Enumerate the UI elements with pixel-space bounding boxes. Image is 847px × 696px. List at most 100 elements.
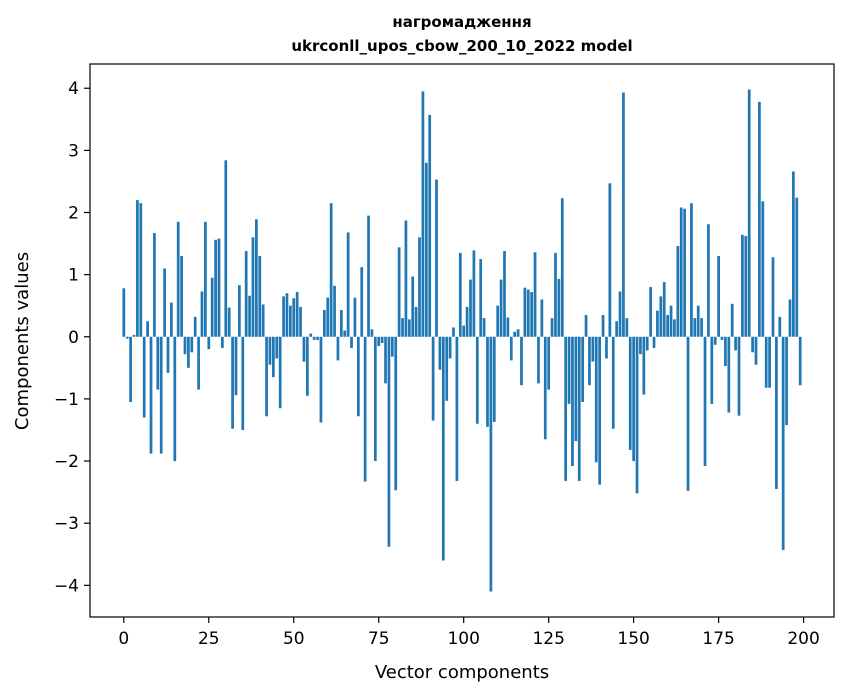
bar-component-165 (683, 208, 686, 337)
bar-component-43 (268, 336, 272, 365)
bar-component-74 (373, 336, 377, 462)
bar-component-170 (700, 318, 703, 337)
bar-component-110 (496, 305, 500, 337)
bar-component-161 (669, 305, 673, 337)
bar-component-116 (516, 329, 520, 337)
bar-component-13 (166, 336, 170, 373)
bar-component-111 (499, 279, 503, 337)
bar-component-151 (635, 336, 639, 494)
bar-component-174 (713, 336, 717, 345)
bar-component-124 (543, 336, 547, 440)
bar-component-31 (227, 307, 231, 337)
x-tick-label: 25 (198, 629, 220, 649)
bar-component-83 (404, 220, 408, 337)
bar-component-143 (608, 183, 612, 337)
bar-component-11 (159, 336, 163, 454)
bar-component-176 (720, 336, 724, 340)
bar-component-131 (567, 336, 571, 404)
bar-component-45 (275, 336, 279, 359)
bar-component-149 (628, 336, 632, 450)
y-tick-label: 3 (68, 141, 79, 161)
bar-component-128 (557, 278, 561, 337)
bar-component-9 (153, 233, 156, 337)
bar-component-79 (390, 336, 394, 357)
bar-component-50 (292, 298, 296, 337)
bar-component-82 (401, 318, 404, 337)
bar-component-28 (217, 238, 221, 337)
bar-component-118 (523, 287, 527, 337)
bar-component-63 (336, 336, 340, 361)
bar-component-172 (707, 224, 710, 337)
bar-component-98 (455, 336, 459, 481)
bar-component-24 (204, 221, 207, 337)
bar-component-164 (679, 207, 683, 337)
bar-component-152 (639, 336, 642, 355)
bar-component-168 (693, 318, 697, 337)
x-tick-label: 200 (787, 629, 819, 649)
bar-component-67 (350, 336, 353, 348)
bar-component-33 (234, 336, 238, 396)
bar-component-167 (690, 203, 693, 337)
bar-component-41 (261, 304, 265, 337)
bar-component-178 (727, 336, 731, 413)
bar-component-163 (676, 246, 680, 337)
bar-component-62 (333, 285, 336, 337)
bar-component-109 (492, 336, 496, 422)
bar-component-22 (197, 336, 200, 390)
bar-component-97 (452, 327, 455, 337)
bar-component-78 (387, 336, 391, 547)
bar-component-23 (200, 291, 204, 337)
bar-component-127 (554, 252, 557, 337)
bar-component-86 (414, 306, 418, 337)
bar-component-187 (758, 101, 761, 337)
bar-component-72 (367, 215, 370, 337)
bar-component-20 (190, 336, 194, 353)
bar-component-141 (601, 315, 605, 337)
bar-component-76 (380, 336, 384, 343)
bar-component-160 (666, 315, 669, 337)
bar-component-89 (424, 162, 428, 337)
bar-component-129 (560, 198, 564, 337)
bar-component-135 (581, 336, 585, 403)
bar-component-154 (645, 336, 649, 351)
bar-component-120 (530, 292, 534, 337)
bar-component-132 (571, 336, 574, 467)
bar-component-92 (435, 179, 438, 337)
bar-component-10 (156, 336, 160, 390)
bar-component-81 (397, 247, 401, 337)
bar-component-60 (326, 297, 330, 337)
bar-component-51 (295, 292, 299, 337)
bar-component-134 (577, 336, 581, 481)
bar-component-150 (632, 336, 635, 462)
x-axis-ticks: 0 25 50 75 100 125 150 175 200 (118, 617, 820, 649)
plot-frame (89, 63, 835, 618)
bar-component-144 (611, 336, 615, 429)
bar-component-153 (642, 336, 646, 395)
bar-component-69 (356, 336, 360, 417)
bar-component-68 (353, 297, 357, 337)
bar-component-162 (673, 319, 676, 337)
bar-component-61 (329, 203, 333, 337)
x-tick-label: 150 (617, 629, 649, 649)
bar-component-5 (139, 203, 143, 337)
y-tick-label: −2 (54, 452, 79, 472)
bar-component-14 (170, 302, 173, 337)
bar-component-145 (615, 321, 619, 337)
bar-component-15 (173, 336, 177, 462)
x-tick-label: 125 (532, 629, 564, 649)
bar-component-59 (322, 310, 326, 337)
bar-component-93 (438, 336, 442, 370)
bar-component-197 (792, 171, 795, 337)
bar-component-35 (241, 336, 245, 430)
bar-component-193 (778, 316, 782, 337)
bar-component-94 (441, 336, 445, 561)
bar-component-65 (343, 330, 347, 337)
bar-component-32 (231, 336, 234, 429)
bar-component-18 (183, 336, 187, 355)
bar-component-192 (775, 336, 778, 489)
bar-component-180 (734, 336, 737, 351)
bar-component-181 (737, 336, 741, 416)
bar-component-136 (584, 315, 588, 337)
bar-component-104 (475, 336, 479, 424)
